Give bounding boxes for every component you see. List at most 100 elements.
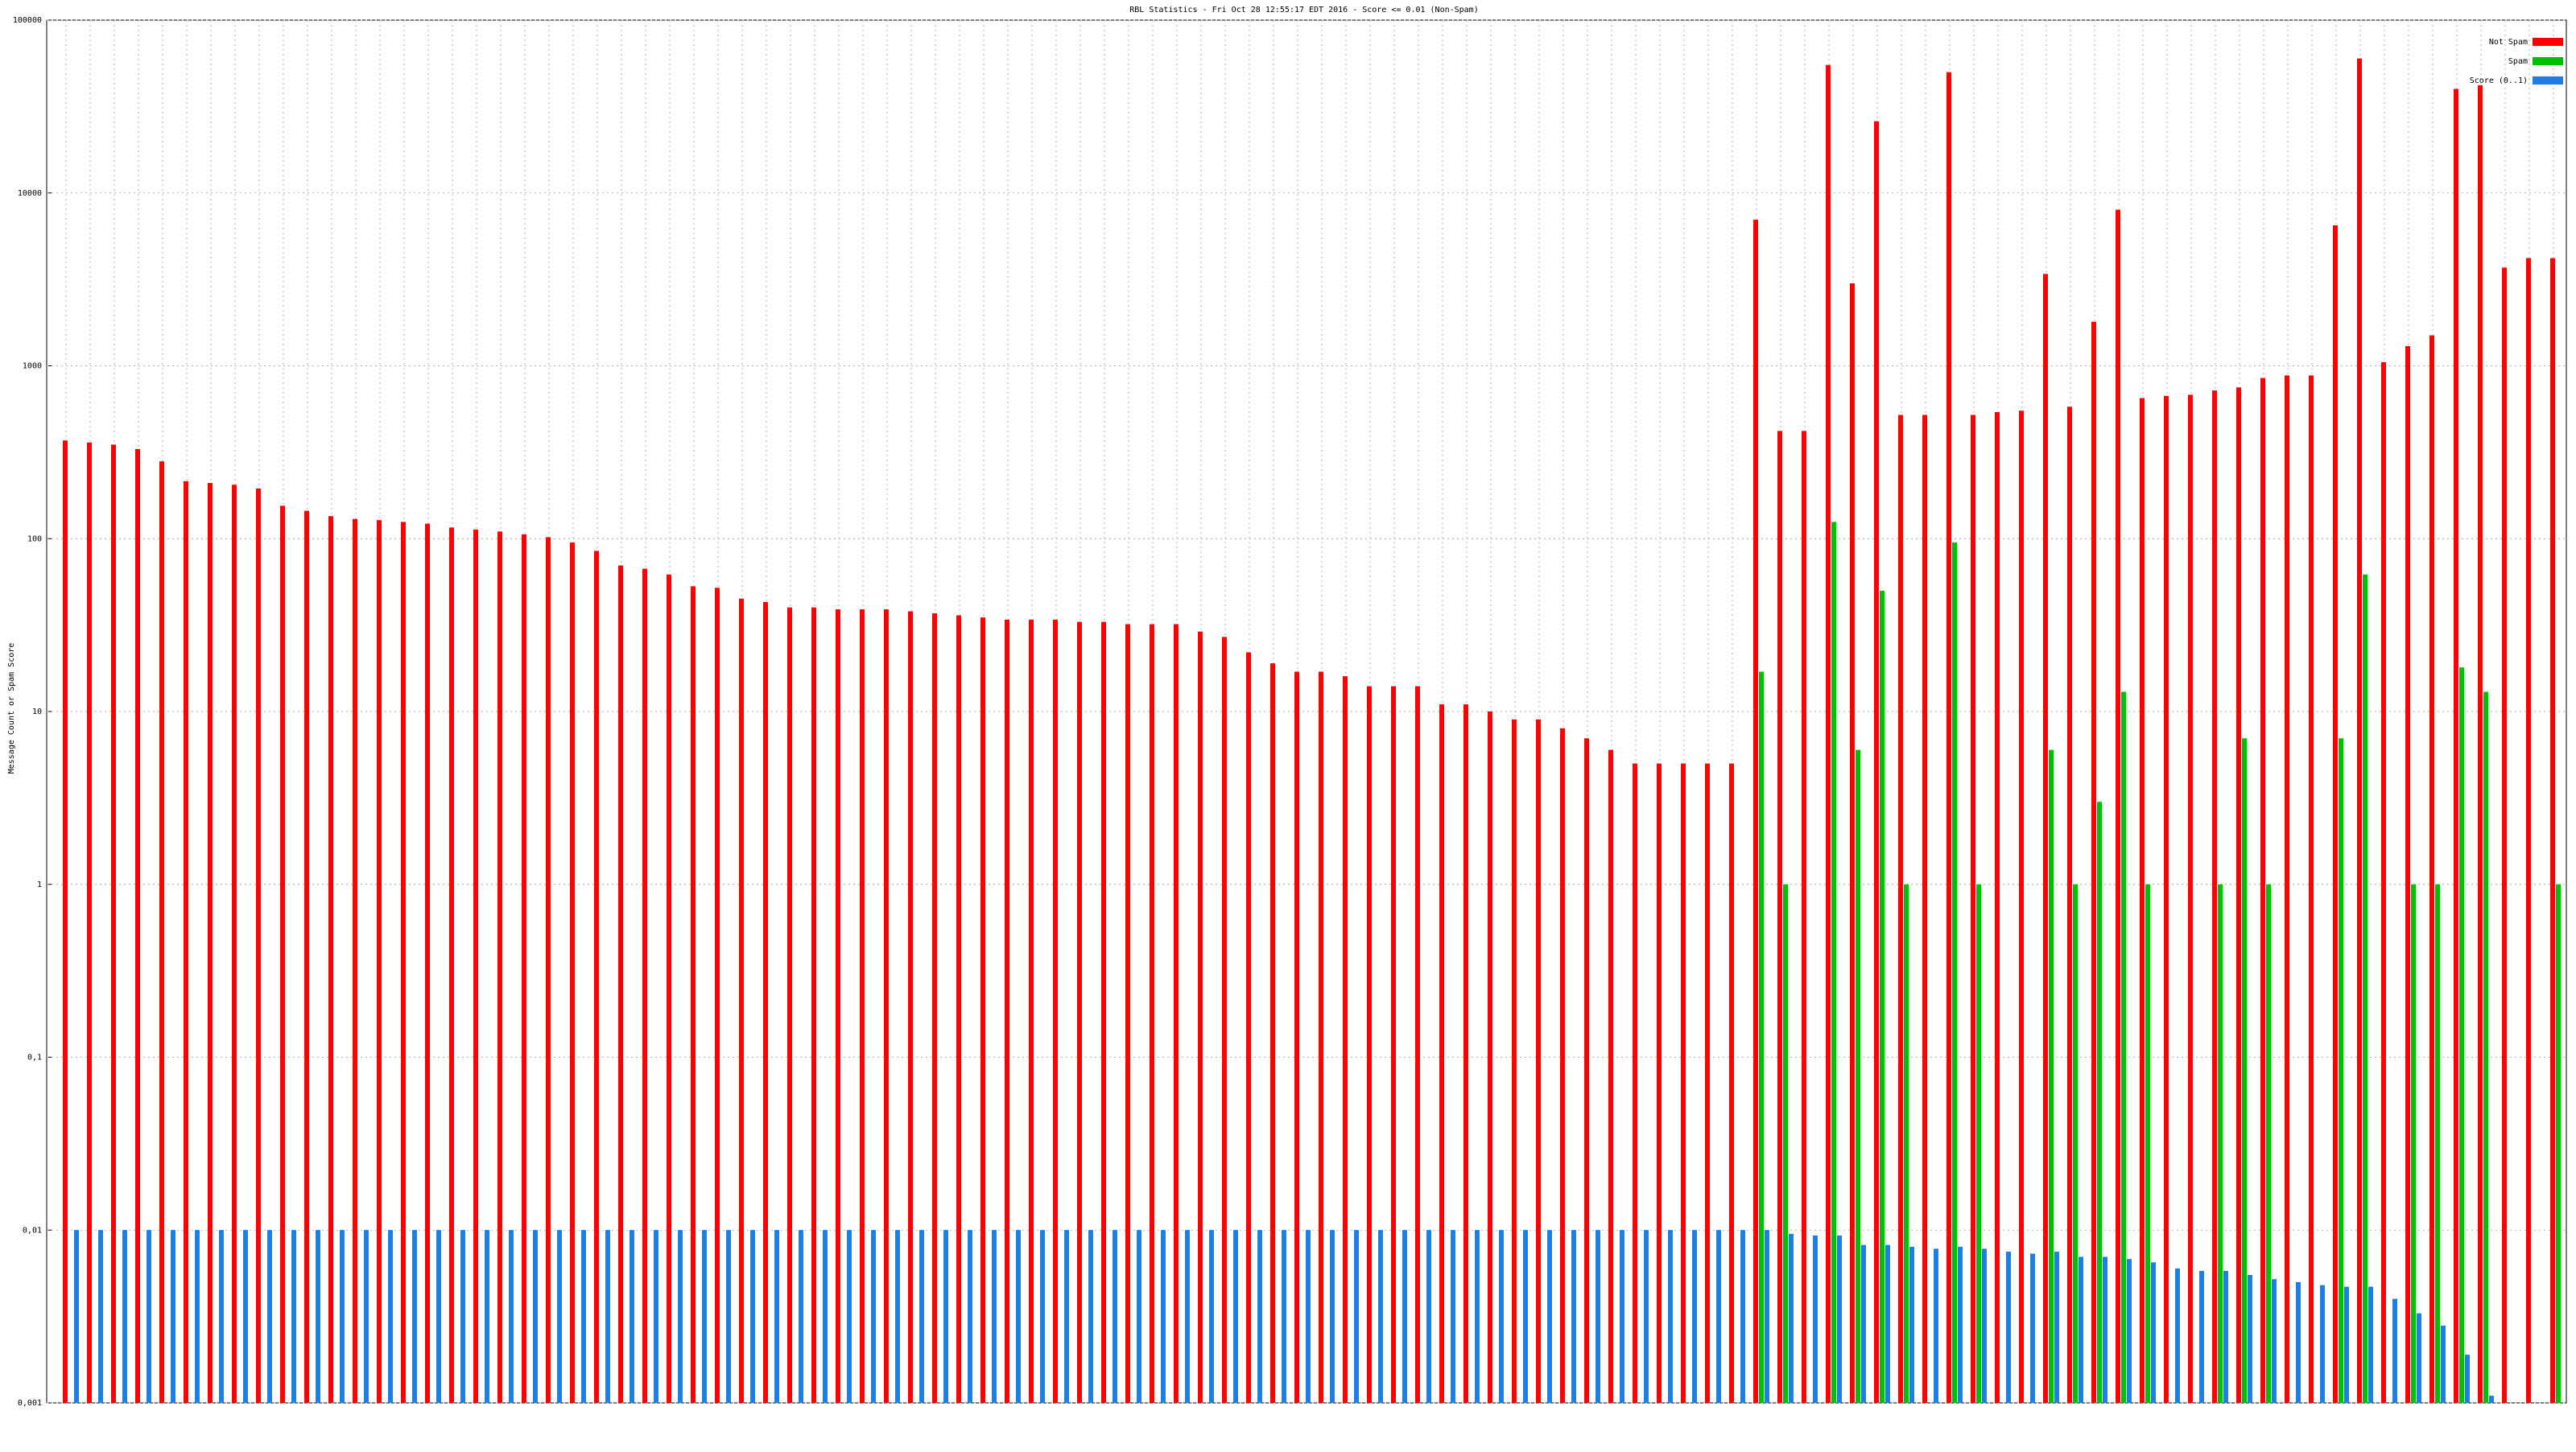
bar [943, 1230, 948, 1403]
bar [1005, 619, 1009, 1403]
y-tick-label: 0,1 [27, 1054, 42, 1062]
legend-label: Spam [2508, 57, 2528, 66]
bar [956, 615, 961, 1403]
bar [1439, 704, 1444, 1403]
bar [1777, 431, 1782, 1403]
bar [2054, 1252, 2059, 1403]
bar [1077, 621, 1082, 1403]
bar [2368, 1286, 2373, 1403]
bar [774, 1230, 779, 1403]
bar [1995, 411, 2000, 1403]
bar [425, 523, 430, 1403]
y-tick-label: 1000 [23, 362, 42, 371]
bar [2242, 738, 2247, 1403]
bar [2188, 394, 2193, 1403]
bar [1976, 884, 1981, 1403]
bar [2151, 1262, 2156, 1403]
bar [1668, 1230, 1673, 1403]
bar [1246, 652, 1251, 1403]
bar [1391, 686, 1396, 1403]
bar [2381, 361, 2386, 1403]
bar [581, 1230, 586, 1403]
bar [605, 1230, 610, 1403]
bar [2097, 802, 2102, 1403]
bar [630, 1230, 634, 1403]
bar [1040, 1230, 1045, 1403]
bar [1451, 1230, 1455, 1403]
bar [1716, 1230, 1721, 1403]
bar [1850, 283, 1855, 1403]
y-tick-label: 100000 [13, 16, 42, 25]
bar [2199, 1271, 2204, 1403]
bar [1367, 686, 1372, 1403]
bar [1053, 619, 1058, 1403]
bar [171, 1230, 175, 1403]
bar [1909, 1247, 1914, 1403]
bar [2006, 1252, 2011, 1403]
bar [122, 1230, 127, 1403]
bar [2465, 1355, 2470, 1403]
legend-label: Score (0..1) [2470, 76, 2528, 85]
bar [1294, 671, 1299, 1403]
bar [1233, 1230, 1238, 1403]
bar [256, 488, 261, 1403]
bar [147, 1230, 151, 1403]
bar [799, 1230, 803, 1403]
bar [2483, 691, 2488, 1403]
bar [377, 520, 382, 1403]
bar [135, 448, 140, 1403]
bar [1343, 676, 1348, 1403]
bar [1596, 1230, 1600, 1403]
bar [2116, 209, 2120, 1404]
bar [1692, 1230, 1697, 1403]
bar [557, 1230, 562, 1403]
bar [2266, 884, 2271, 1403]
bar [1971, 415, 1975, 1403]
bar [2339, 738, 2343, 1403]
bar [1789, 1234, 1794, 1403]
bar [87, 442, 92, 1403]
bar [1813, 1235, 1818, 1403]
bar [184, 481, 188, 1403]
bar [1753, 220, 1758, 1404]
bar [1536, 719, 1541, 1403]
bar [1958, 1247, 1963, 1403]
bar [570, 542, 575, 1403]
bar [1463, 704, 1468, 1403]
legend-swatch [2533, 57, 2563, 65]
bar [2043, 274, 2048, 1404]
bar [1270, 663, 1275, 1403]
bar [2309, 375, 2314, 1403]
bar [2212, 390, 2217, 1404]
bar [1644, 1230, 1649, 1403]
bar [726, 1230, 731, 1403]
bar [1125, 624, 1130, 1403]
bar [1330, 1230, 1335, 1403]
bar [485, 1230, 489, 1403]
y-tick-label: 1 [37, 881, 42, 889]
bar [1016, 1230, 1021, 1403]
y-tick-label: 0,01 [23, 1226, 42, 1235]
bar [1415, 686, 1420, 1403]
bar [2417, 1313, 2421, 1403]
bar [1837, 1235, 1842, 1403]
bar [1560, 728, 1565, 1403]
bar [2073, 884, 2078, 1403]
bar [208, 483, 213, 1403]
bar [2067, 406, 2072, 1403]
bar [1856, 749, 1860, 1403]
bar [1488, 712, 1492, 1403]
bar [968, 1230, 972, 1403]
bar [1499, 1230, 1504, 1403]
bar [667, 574, 671, 1403]
bar [2526, 258, 2531, 1403]
bar [2145, 884, 2150, 1403]
bar [1584, 738, 1589, 1403]
bar [2502, 267, 2507, 1404]
bar [2103, 1256, 2107, 1403]
bar [243, 1230, 248, 1403]
bar [2175, 1268, 2180, 1403]
bar [1982, 1248, 1987, 1403]
legend-label: Not Spam [2489, 38, 2528, 47]
bar [1861, 1244, 1866, 1403]
